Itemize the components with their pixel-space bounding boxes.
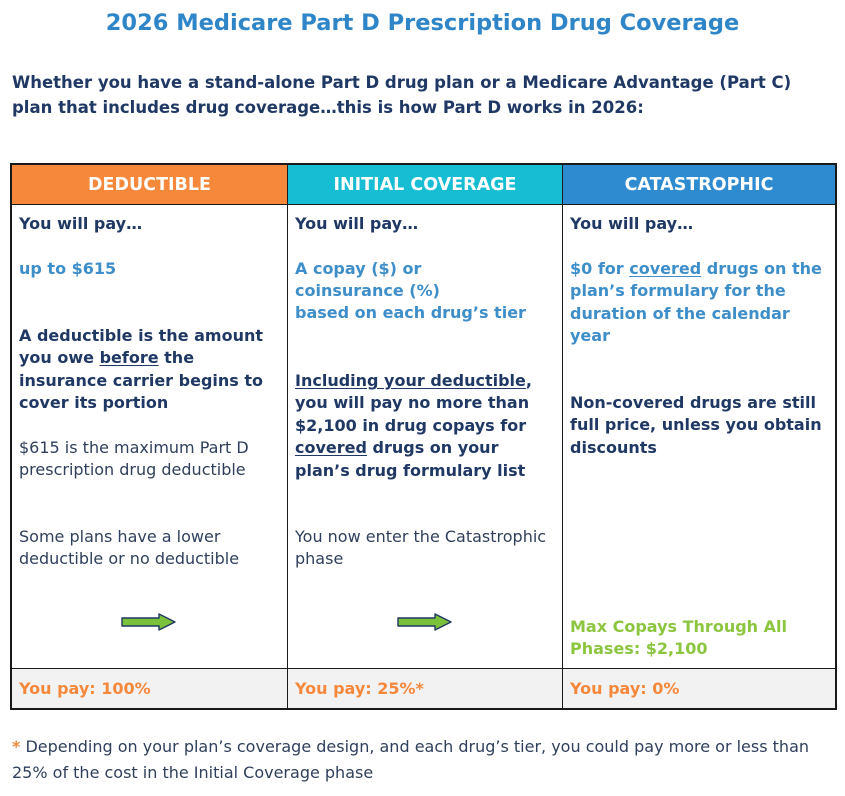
initial-amount-line3: based on each drug’s tier bbox=[295, 303, 526, 322]
initial-amount-line2: coinsurance (%) bbox=[295, 281, 440, 300]
header-initial-coverage: INITIAL COVERAGE bbox=[288, 165, 563, 205]
intro-text: Whether you have a stand-alone Part D dr… bbox=[12, 73, 792, 117]
you-will-pay-label: You will pay… bbox=[19, 214, 143, 233]
coverage-table: DEDUCTIBLE INITIAL COVERAGE CATASTROPHIC… bbox=[10, 163, 837, 710]
right-arrow-icon bbox=[121, 613, 176, 631]
deductible-you-pay: You pay: 100% bbox=[12, 668, 288, 708]
right-arrow-icon bbox=[397, 613, 452, 631]
deductible-amount: up to $615 bbox=[19, 259, 117, 278]
deductible-cell: You will pay… up to $615 A deductible is… bbox=[12, 205, 288, 668]
catastrophic-description: Non-covered drugs are still full price, … bbox=[570, 393, 822, 457]
catastrophic-cell: You will pay… $0 for covered drugs on th… bbox=[563, 205, 835, 668]
deductible-max-note: $615 is the maximum Part D prescription … bbox=[19, 438, 249, 480]
header-deductible: DEDUCTIBLE bbox=[12, 165, 288, 205]
initial-next-phase-note: You now enter the Catastrophic phase bbox=[295, 527, 547, 569]
you-will-pay-label: You will pay… bbox=[295, 214, 419, 233]
initial-amount-line1: A copay ($) or bbox=[295, 259, 422, 278]
catastrophic-you-pay: You pay: 0% bbox=[563, 668, 835, 708]
catastrophic-amount: $0 for covered drugs on the plan’s formu… bbox=[570, 259, 822, 346]
header-catastrophic: CATASTROPHIC bbox=[563, 165, 835, 205]
max-copays-note: Max Copays Through All Phases: $2,100 bbox=[570, 617, 787, 659]
footnote: * Depending on your plan’s coverage desi… bbox=[12, 737, 810, 782]
initial-description: Including your deductible, you will pay … bbox=[295, 371, 532, 480]
deductible-description: A deductible is the amount you owe befor… bbox=[19, 326, 264, 413]
page-title: 2026 Medicare Part D Prescription Drug C… bbox=[105, 10, 740, 36]
initial-you-pay: You pay: 25%* bbox=[288, 668, 563, 708]
you-will-pay-label: You will pay… bbox=[570, 214, 694, 233]
deductible-lower-note: Some plans have a lower deductible or no… bbox=[19, 527, 240, 569]
initial-coverage-cell: You will pay… A copay ($) or coinsurance… bbox=[288, 205, 563, 668]
